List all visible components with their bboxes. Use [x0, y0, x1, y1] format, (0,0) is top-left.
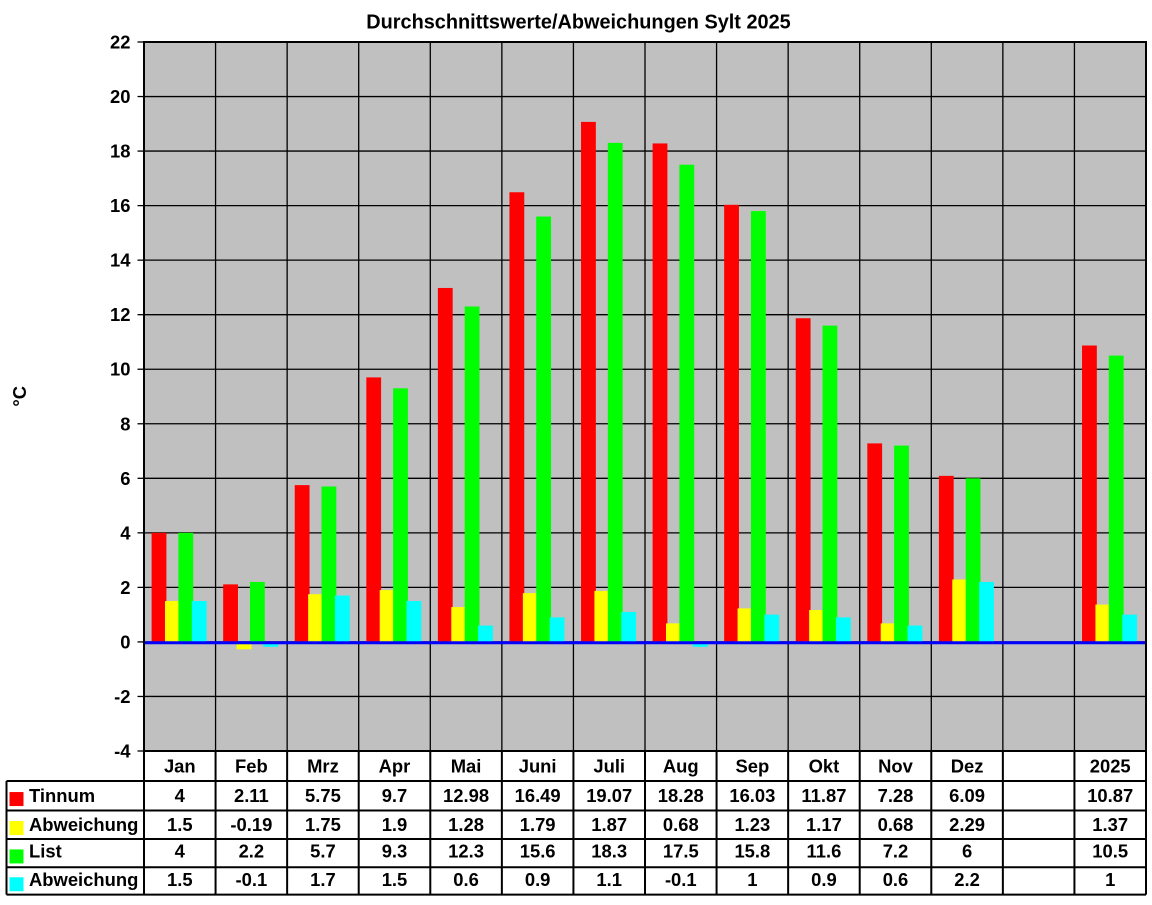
- svg-text:9.7: 9.7: [382, 785, 408, 806]
- svg-text:18.28: 18.28: [658, 785, 704, 806]
- svg-text:1.23: 1.23: [734, 814, 770, 835]
- svg-text:9.3: 9.3: [382, 840, 408, 861]
- svg-text:0.68: 0.68: [663, 814, 699, 835]
- svg-text:18: 18: [110, 141, 130, 162]
- svg-text:12.98: 12.98: [443, 785, 489, 806]
- svg-text:1.17: 1.17: [806, 814, 842, 835]
- svg-text:10: 10: [110, 359, 130, 380]
- svg-text:2.11: 2.11: [234, 785, 269, 806]
- svg-text:Tinnum: Tinnum: [29, 785, 95, 806]
- svg-text:Juli: Juli: [593, 756, 625, 777]
- svg-text:1.79: 1.79: [520, 814, 556, 835]
- svg-text:2025: 2025: [1090, 756, 1131, 777]
- svg-text:1: 1: [747, 869, 757, 890]
- svg-text:0.68: 0.68: [878, 814, 914, 835]
- svg-text:Juni: Juni: [519, 756, 557, 777]
- svg-text:20: 20: [110, 86, 130, 107]
- svg-text:18.3: 18.3: [591, 840, 627, 861]
- svg-text:-4: -4: [114, 741, 131, 762]
- svg-text:Mai: Mai: [451, 756, 482, 777]
- svg-text:10.87: 10.87: [1087, 785, 1133, 806]
- svg-text:List: List: [29, 840, 62, 861]
- svg-text:12.3: 12.3: [448, 840, 484, 861]
- svg-text:6.09: 6.09: [949, 785, 985, 806]
- svg-text:4: 4: [120, 522, 131, 543]
- svg-text:Okt: Okt: [809, 756, 840, 777]
- svg-text:15.8: 15.8: [734, 840, 770, 861]
- svg-text:1.75: 1.75: [305, 814, 341, 835]
- svg-text:2: 2: [120, 577, 130, 598]
- svg-text:-2: -2: [114, 686, 130, 707]
- svg-text:2.2: 2.2: [954, 869, 980, 890]
- svg-text:1.5: 1.5: [167, 814, 193, 835]
- svg-text:0.6: 0.6: [453, 869, 479, 890]
- svg-text:8: 8: [120, 413, 130, 434]
- svg-text:10.5: 10.5: [1092, 840, 1128, 861]
- svg-text:14: 14: [110, 250, 131, 271]
- svg-text:Feb: Feb: [235, 756, 268, 777]
- svg-text:Apr: Apr: [379, 756, 411, 777]
- svg-text:-0.1: -0.1: [665, 869, 697, 890]
- svg-text:1.1: 1.1: [596, 869, 622, 890]
- svg-text:Abweichung: Abweichung: [29, 869, 138, 890]
- svg-text:22: 22: [110, 32, 130, 53]
- svg-text:4: 4: [175, 840, 186, 861]
- svg-text:1: 1: [1105, 869, 1115, 890]
- svg-text:°C: °C: [9, 386, 30, 407]
- svg-text:Jan: Jan: [164, 756, 196, 777]
- svg-text:1.28: 1.28: [448, 814, 484, 835]
- svg-text:1.87: 1.87: [591, 814, 627, 835]
- svg-text:6: 6: [962, 840, 972, 861]
- svg-text:-0.19: -0.19: [230, 814, 272, 835]
- svg-text:2.2: 2.2: [239, 840, 265, 861]
- svg-text:-0.1: -0.1: [236, 869, 268, 890]
- svg-text:15.6: 15.6: [520, 840, 556, 861]
- svg-text:Sep: Sep: [735, 756, 769, 777]
- svg-text:1.9: 1.9: [382, 814, 408, 835]
- svg-text:5.7: 5.7: [310, 840, 336, 861]
- svg-text:2.29: 2.29: [949, 814, 985, 835]
- svg-text:Dez: Dez: [951, 756, 984, 777]
- svg-text:0: 0: [120, 631, 130, 652]
- svg-text:1.5: 1.5: [382, 869, 408, 890]
- svg-text:16.49: 16.49: [515, 785, 561, 806]
- svg-text:17.5: 17.5: [663, 840, 699, 861]
- svg-text:1.5: 1.5: [167, 869, 193, 890]
- svg-text:7.28: 7.28: [878, 785, 914, 806]
- svg-text:12: 12: [110, 304, 130, 325]
- svg-text:16: 16: [110, 195, 130, 216]
- svg-text:Mrz: Mrz: [307, 756, 339, 777]
- svg-text:5.75: 5.75: [305, 785, 341, 806]
- svg-text:0.9: 0.9: [525, 869, 551, 890]
- svg-text:Abweichung: Abweichung: [29, 814, 138, 835]
- svg-text:11.87: 11.87: [801, 785, 846, 806]
- svg-text:0.9: 0.9: [811, 869, 837, 890]
- svg-text:4: 4: [175, 785, 186, 806]
- svg-text:1.37: 1.37: [1092, 814, 1128, 835]
- svg-text:0.6: 0.6: [883, 869, 909, 890]
- svg-text:16.03: 16.03: [729, 785, 775, 806]
- svg-text:19.07: 19.07: [586, 785, 632, 806]
- svg-text:1.7: 1.7: [310, 869, 336, 890]
- svg-text:Aug: Aug: [663, 756, 699, 777]
- svg-text:11.6: 11.6: [807, 840, 842, 861]
- svg-text:6: 6: [120, 468, 130, 489]
- svg-text:Durchschnittswerte/Abweichunge: Durchschnittswerte/Abweichungen Sylt 202…: [366, 12, 790, 34]
- svg-text:Nov: Nov: [878, 756, 914, 777]
- svg-text:7.2: 7.2: [883, 840, 909, 861]
